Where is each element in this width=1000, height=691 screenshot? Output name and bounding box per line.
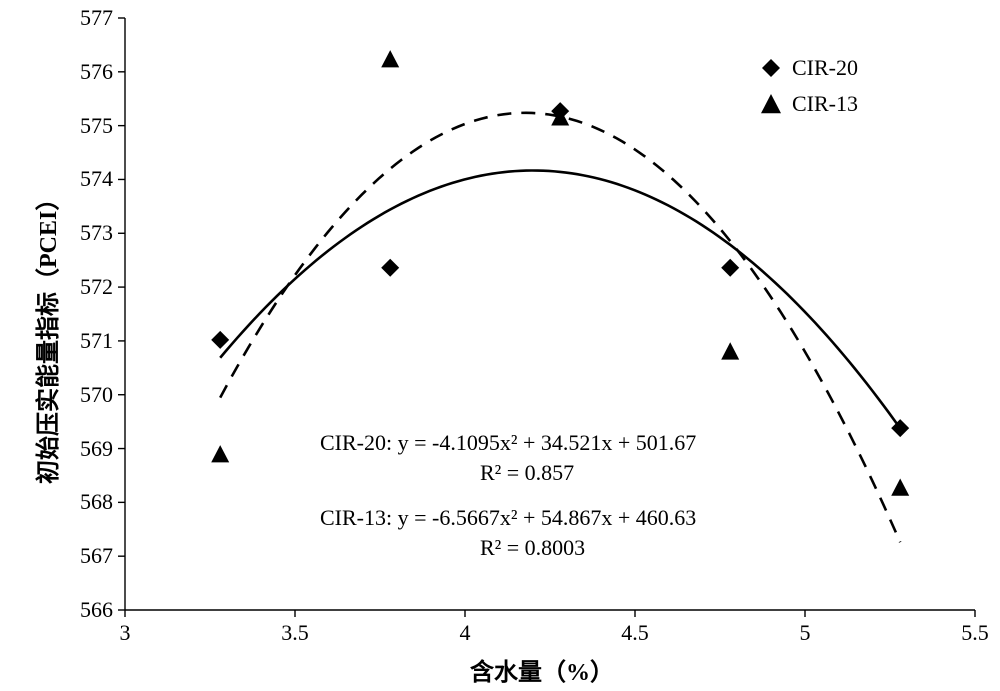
legend-label: CIR-20: [792, 55, 858, 81]
annotation-eq2b: R² = 0.8003: [480, 535, 585, 561]
x-tick-label: 3.5: [275, 620, 315, 646]
point-cir20_points: [721, 259, 739, 277]
y-tick-label: 571: [80, 328, 113, 354]
point-cir13_points: [381, 50, 399, 67]
point-cir20_points: [381, 259, 399, 277]
fit-cir20_fit: [220, 170, 900, 428]
y-tick-label: 568: [80, 489, 113, 515]
y-tick-label: 567: [80, 543, 113, 569]
point-cir13_points: [721, 342, 739, 359]
annotation-eq2a: CIR-13: y = -6.5667x² + 54.867x + 460.63: [320, 505, 696, 531]
annotation-eq1a: CIR-20: y = -4.1095x² + 34.521x + 501.67: [320, 430, 696, 456]
x-tick-label: 3: [105, 620, 145, 646]
legend: CIR-20 CIR-13: [760, 55, 858, 127]
y-tick-label: 566: [80, 597, 113, 623]
y-tick-label: 572: [80, 274, 113, 300]
x-tick-label: 4.5: [615, 620, 655, 646]
y-tick-label: 576: [80, 59, 113, 85]
diamond-icon: [760, 57, 782, 79]
point-cir13_points: [891, 478, 909, 495]
triangle-icon: [760, 93, 782, 115]
legend-label: CIR-13: [792, 91, 858, 117]
y-tick-label: 573: [80, 220, 113, 246]
x-tick-label: 5: [785, 620, 825, 646]
y-tick-label: 574: [80, 166, 113, 192]
legend-entry: CIR-20: [760, 55, 858, 81]
y-tick-label: 570: [80, 382, 113, 408]
annotation-eq1b: R² = 0.857: [480, 460, 574, 486]
x-axis-title: 含水量（%）: [470, 652, 614, 687]
legend-entry: CIR-13: [760, 91, 858, 117]
point-cir13_points: [211, 445, 229, 462]
y-tick-label: 575: [80, 113, 113, 139]
y-tick-label: 577: [80, 5, 113, 31]
y-axis-title: 初始压实能量指标（PCEI）: [28, 187, 63, 484]
x-tick-label: 4: [445, 620, 485, 646]
point-cir20_points: [211, 331, 229, 349]
y-tick-label: 569: [80, 436, 113, 462]
pcei-vs-water-chart: 初始压实能量指标（PCEI） 含水量（%） CIR-20 CIR-13 3 3.5 4…: [0, 0, 1000, 691]
x-tick-label: 5.5: [955, 620, 995, 646]
